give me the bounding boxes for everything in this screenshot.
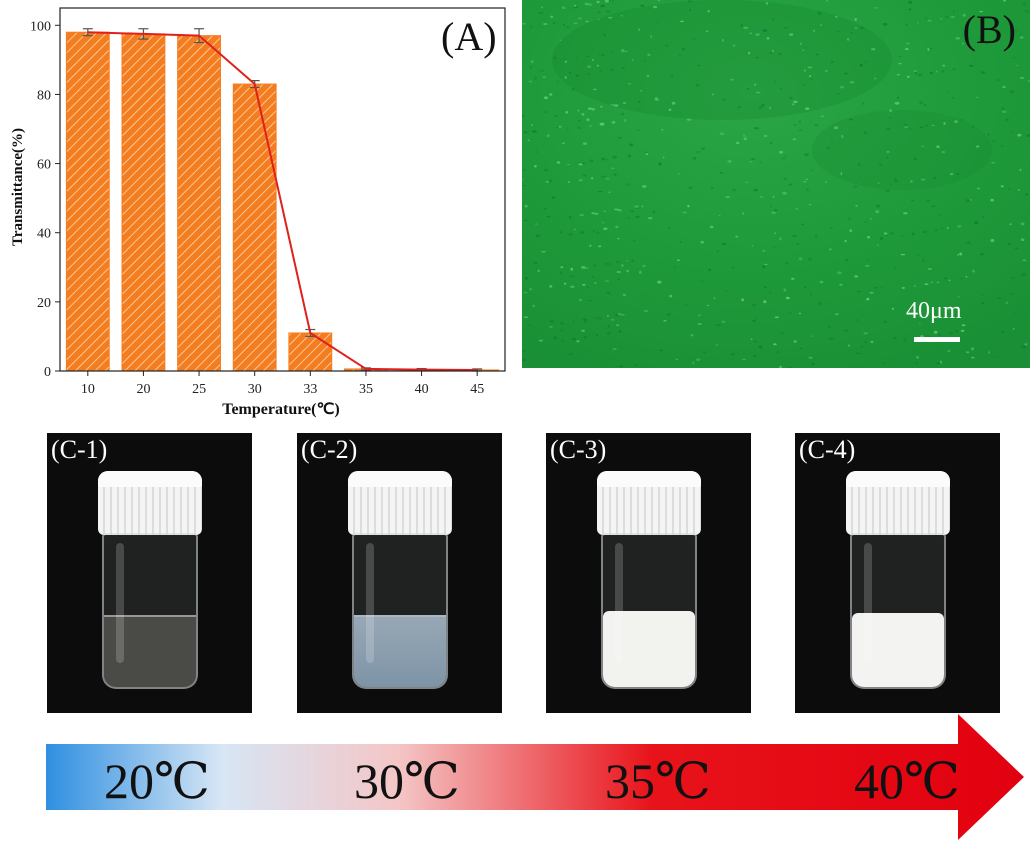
x-tick-label: 30	[248, 382, 262, 397]
plot-frame	[59, 7, 506, 372]
vial-cap	[347, 471, 452, 535]
temperature-label: 40℃	[854, 753, 960, 809]
vial-cap	[97, 471, 202, 535]
y-tick-label: 80	[37, 88, 51, 103]
vial-cap	[596, 471, 701, 535]
microscope-texture	[522, 0, 1030, 368]
photo-label: (C-3)	[550, 435, 607, 464]
photo-label: (C-2)	[301, 435, 358, 464]
bar-10	[65, 31, 110, 372]
y-tick-label: 60	[37, 158, 51, 173]
error-bar-10	[82, 28, 93, 37]
x-tick-label: 33	[303, 382, 317, 397]
x-tick-label: 40	[415, 382, 429, 397]
vial-glass	[101, 533, 198, 689]
x-tick-label: 45	[470, 382, 484, 397]
x-tick-label: 35	[359, 382, 373, 397]
bar-33	[288, 332, 333, 372]
photo-label: (C-1)	[51, 435, 108, 464]
photo-label: (C-4)	[799, 435, 856, 464]
trend-line	[87, 31, 478, 371]
y-tick-label: 100	[30, 19, 51, 34]
x-tick-label: 20	[136, 382, 150, 397]
y-tick-label: 40	[37, 227, 51, 242]
scale-bar	[914, 337, 960, 342]
transmittance-chart-panel: 0 20 40 60 80 100 10 20 25 30 33 35 40 45 (A) Transmi…	[0, 0, 515, 425]
microscope-image: (B) 40μm	[522, 0, 1030, 368]
x-tick-label: 25	[192, 382, 206, 397]
y-tick-label: 20	[37, 296, 51, 311]
temperature-label: 30℃	[354, 753, 460, 809]
vial-glass	[849, 533, 946, 689]
scale-bar-label: 40μm	[906, 298, 962, 324]
temperature-label: 20℃	[104, 753, 210, 809]
bar-25	[177, 35, 221, 372]
temperature-label: 35℃	[605, 753, 711, 809]
vial-cap	[845, 471, 950, 535]
transmittance-chart: 0 20 40 60 80 100 10 20 25 30 33 35 40 45 (A) Transmi…	[10, 7, 506, 418]
y-axis-label: Transmittance(%)	[10, 128, 26, 246]
y-tick-label: 0	[44, 365, 51, 380]
bar-30	[232, 83, 277, 372]
panel-b-label: (B)	[962, 7, 1016, 52]
vial-photo-c4: (C-4)	[795, 433, 1000, 713]
x-axis-label: Temperature(℃)	[222, 401, 340, 418]
vial-photo-c1: (C-1)	[47, 433, 252, 713]
vial-photo-c2: (C-2)	[297, 433, 502, 713]
bar-20	[121, 33, 166, 372]
vial-photo-c3: (C-3)	[546, 433, 751, 713]
temperature-gradient-arrow	[46, 714, 1024, 840]
vial-glass	[351, 533, 448, 689]
panel-a-label: (A)	[441, 14, 497, 59]
vial-glass	[600, 533, 697, 689]
x-tick-label: 10	[81, 382, 95, 397]
